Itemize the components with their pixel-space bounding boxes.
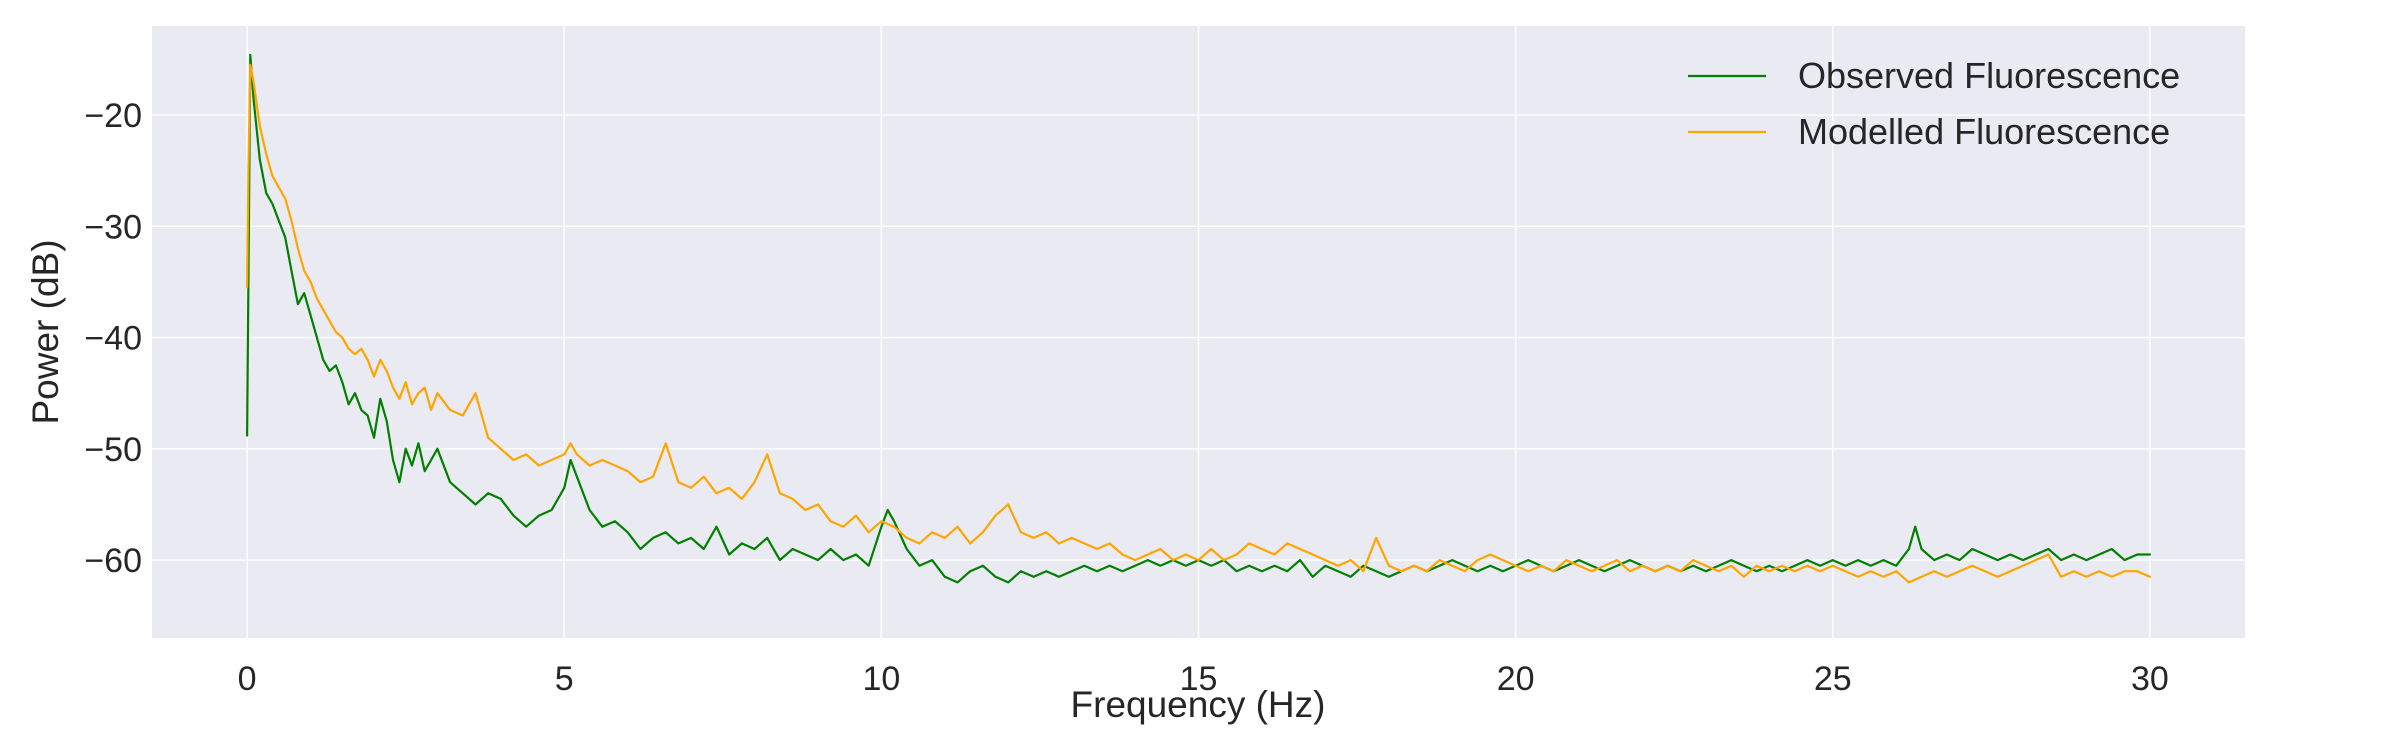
x-tick-label: 30 [2131, 660, 2169, 698]
y-tick-label: −30 [84, 208, 142, 246]
y-tick-label: −20 [84, 97, 142, 135]
x-tick-label: 25 [1814, 660, 1852, 698]
x-tick-label: 10 [862, 660, 900, 698]
x-tick-labels: 0 5 10 15 20 25 30 [238, 660, 2169, 698]
legend-label-modelled: Modelled Fluorescence [1798, 111, 2170, 152]
y-tick-label: −50 [84, 431, 142, 469]
x-tick-label: 0 [238, 660, 257, 698]
x-tick-label: 5 [555, 660, 574, 698]
y-axis-label: Power (dB) [25, 239, 66, 424]
legend-label-observed: Observed Fluorescence [1798, 55, 2180, 96]
series-layer [246, 53, 2151, 584]
legend: Observed Fluorescence Modelled Fluoresce… [1688, 55, 2180, 152]
y-tick-labels: −60 −50 −40 −30 −20 [84, 97, 142, 580]
x-axis-label: Frequency (Hz) [1071, 684, 1326, 725]
x-tick-label: 20 [1497, 660, 1535, 698]
y-tick-label: −40 [84, 320, 142, 358]
y-tick-label: −60 [84, 542, 142, 580]
observed-fluorescence-line [246, 53, 2151, 584]
modelled-fluorescence-line [246, 63, 2151, 584]
x-tick-label: 15 [1180, 660, 1218, 698]
